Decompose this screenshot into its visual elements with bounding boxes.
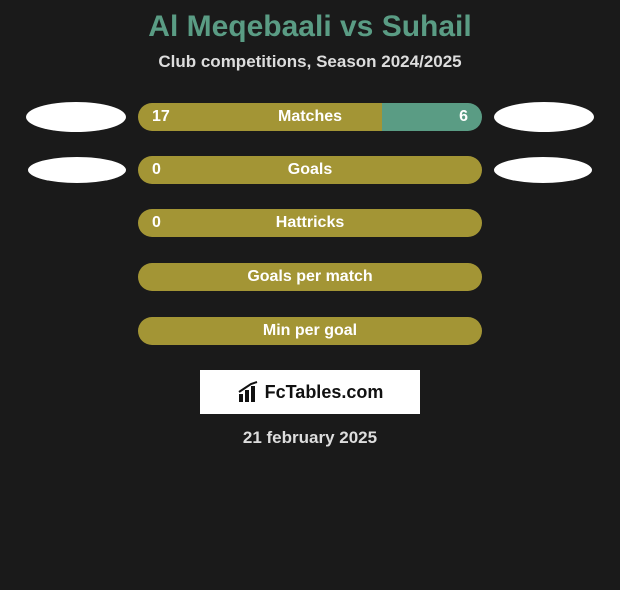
stat-name: Goals — [288, 161, 332, 179]
bar-segment-left — [138, 103, 382, 131]
stat-bar: 17 Matches 6 — [138, 103, 482, 131]
stat-row: 0 Goals — [0, 156, 620, 184]
stat-bar: 0 Hattricks — [138, 209, 482, 237]
stat-value-left: 17 — [152, 108, 170, 126]
stat-row: Min per goal — [0, 316, 620, 346]
logo-box[interactable]: FcTables.com — [200, 370, 420, 414]
stat-value-right: 6 — [459, 108, 468, 126]
right-player-capsule — [494, 157, 592, 183]
capsule-placeholder — [26, 208, 126, 238]
page-title: Al Meqebaali vs Suhail — [0, 10, 620, 44]
stat-bar: Goals per match — [138, 263, 482, 291]
date-text: 21 february 2025 — [0, 428, 620, 448]
stat-name: Goals per match — [247, 268, 372, 286]
stats-container: 17 Matches 6 0 Goals 0 Hattricks Goals per matc… — [0, 102, 620, 346]
stat-bar: Min per goal — [138, 317, 482, 345]
stat-value-left: 0 — [152, 161, 161, 179]
stat-name: Matches — [278, 108, 342, 126]
capsule-placeholder — [26, 316, 126, 346]
stat-row: 17 Matches 6 — [0, 102, 620, 132]
right-player-capsule — [494, 102, 594, 132]
stat-value-left: 0 — [152, 214, 161, 232]
capsule-placeholder — [26, 262, 126, 292]
stat-name: Hattricks — [276, 214, 344, 232]
logo-icon — [237, 380, 261, 404]
capsule-placeholder — [494, 262, 594, 292]
left-player-capsule — [28, 157, 126, 183]
stat-row: Goals per match — [0, 262, 620, 292]
stat-row: 0 Hattricks — [0, 208, 620, 238]
left-player-capsule — [26, 102, 126, 132]
subtitle: Club competitions, Season 2024/2025 — [0, 52, 620, 72]
capsule-placeholder — [494, 208, 594, 238]
capsule-placeholder — [494, 316, 594, 346]
stat-bar: 0 Goals — [138, 156, 482, 184]
logo-text: FcTables.com — [265, 382, 384, 403]
stat-name: Min per goal — [263, 322, 357, 340]
